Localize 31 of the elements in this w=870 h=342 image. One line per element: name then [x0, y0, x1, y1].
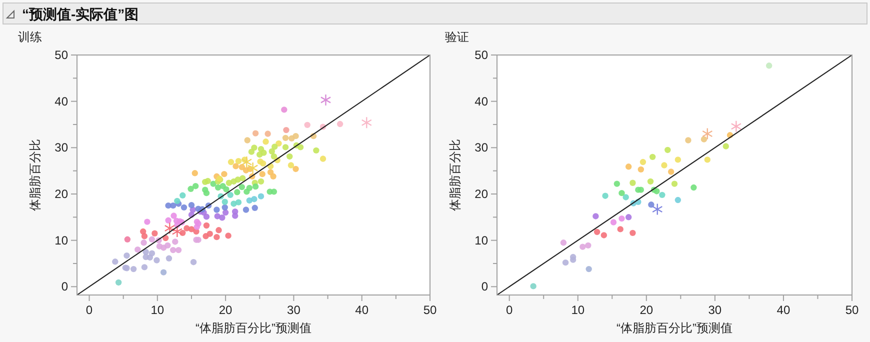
y-tick-label: 50 — [474, 48, 488, 62]
x-tick-label: 40 — [776, 303, 790, 317]
x-axis-title: “体脂肪百分比”预测值 — [616, 321, 732, 335]
x-tick-label: 0 — [506, 303, 513, 317]
x-tick-label: 20 — [640, 303, 654, 317]
x-tick-label: 50 — [423, 303, 437, 317]
x-tick-label: 10 — [150, 303, 164, 317]
y-tick-label: 50 — [54, 48, 68, 62]
y-tick-label: 20 — [474, 186, 488, 201]
chart-title: 训练 — [18, 30, 42, 44]
text: “预测值-实际值”图 — [22, 6, 139, 22]
y-tick-label: 40 — [474, 94, 488, 108]
y-tick-label: 10 — [474, 233, 488, 248]
x-tick-label: 30 — [287, 303, 301, 317]
y-tick-label: 20 — [54, 186, 68, 201]
y-tick-label: 30 — [474, 140, 488, 155]
x-tick-label: 40 — [355, 303, 369, 317]
y-tick-label: 30 — [54, 140, 68, 155]
x-tick-label: 20 — [218, 303, 233, 317]
x-tick-label: 50 — [845, 303, 859, 317]
y-tick-label: 0 — [481, 280, 488, 294]
x-tick-label: 0 — [86, 303, 93, 317]
x-tick-label: 30 — [708, 303, 722, 317]
y-tick-label: 0 — [61, 280, 68, 294]
y-axis-title: 体脂肪百分比 — [28, 139, 42, 211]
y-axis-title: 体脂肪百分比 — [448, 139, 462, 211]
y-tick-label: 40 — [54, 94, 68, 108]
x-tick-label: 10 — [571, 303, 585, 317]
chart-title: 验证 — [445, 30, 469, 44]
y-tick-label: 10 — [54, 233, 68, 248]
x-axis-title: “体脂肪百分比”预测值 — [196, 321, 312, 335]
